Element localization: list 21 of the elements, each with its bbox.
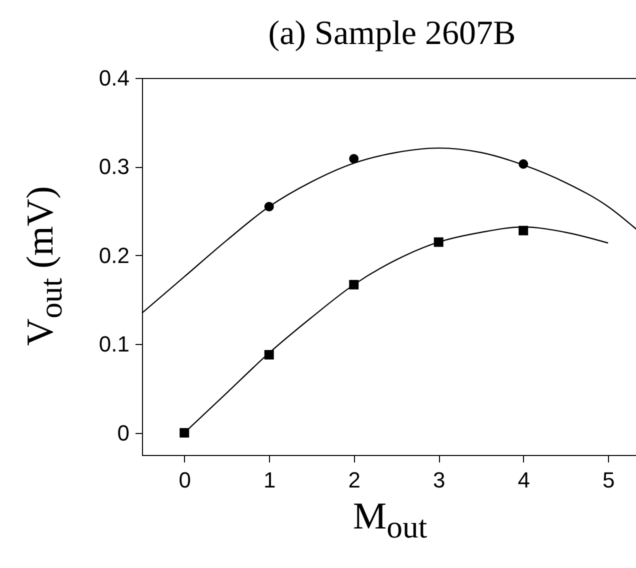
- x-tick-label: 5: [602, 468, 615, 492]
- point: [180, 428, 190, 438]
- x-tick-label: 4: [518, 468, 530, 492]
- y-tick-label: 0.1: [98, 332, 130, 357]
- point: [349, 280, 359, 290]
- point: [518, 159, 528, 169]
- x-tick-label: 0: [178, 468, 191, 492]
- y-tick-label: 0.3: [98, 154, 130, 180]
- x-tick-label: 3: [432, 468, 446, 492]
- point: [349, 154, 359, 164]
- x-tick-label: 2: [348, 468, 360, 492]
- x-tick-label: 1: [263, 468, 276, 492]
- y-tick-label: 0.4: [98, 66, 130, 90]
- point: [434, 237, 444, 247]
- x-axis-title: M$_{out}$: [352, 494, 428, 546]
- chart-title: (a) Sample 2607B: [268, 15, 516, 52]
- point: [518, 226, 528, 236]
- point: [264, 350, 274, 360]
- y-tick-label: 0: [117, 420, 130, 446]
- y-tick-label: 0.2: [98, 242, 130, 268]
- point: [264, 202, 274, 212]
